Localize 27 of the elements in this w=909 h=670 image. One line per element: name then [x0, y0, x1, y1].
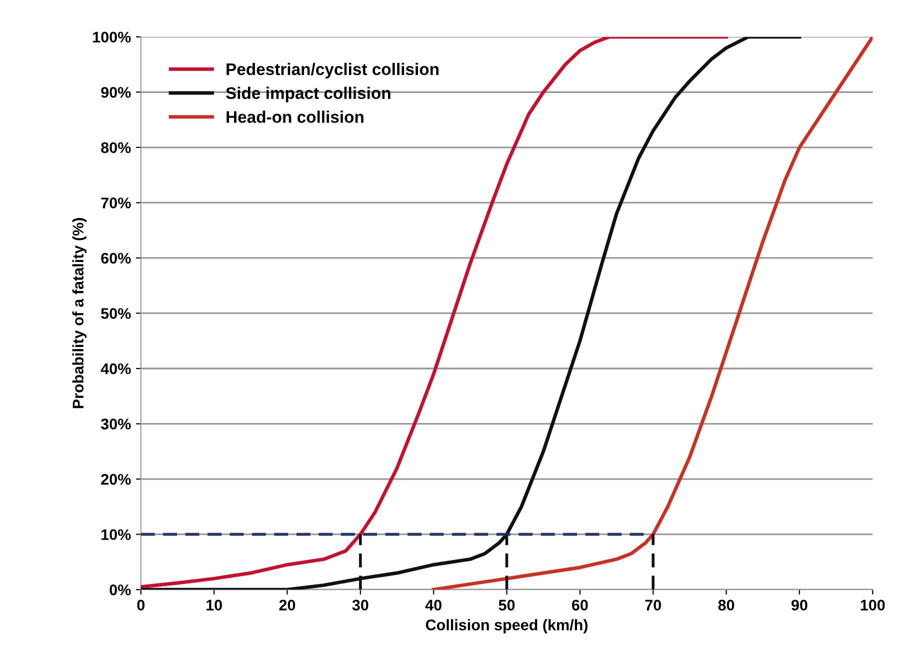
y-tick-label: 70%	[101, 198, 131, 208]
y-axis-title: Probability of a fatality (%)	[72, 218, 87, 408]
x-tick-label: 30	[352, 600, 368, 611]
y-tick-label: 100%	[93, 32, 131, 43]
x-tick-label: 0	[137, 600, 145, 611]
x-tick-label: 10	[206, 600, 222, 611]
y-tick-label: 80%	[101, 142, 131, 154]
x-tick-label: 100	[860, 600, 885, 611]
x-tick-label: 50	[498, 600, 515, 611]
legend-label: Pedestrian/cyclist collision	[226, 62, 438, 78]
y-tick-label: 40%	[100, 363, 131, 374]
y-tick-label: 0%	[110, 584, 131, 596]
x-tick-label: 80	[718, 600, 734, 611]
x-tick-label: 40	[425, 600, 442, 611]
y-tick-label: 90%	[101, 86, 131, 98]
x-tick-label: 90	[792, 600, 808, 611]
x-tick-label: 60	[572, 600, 588, 611]
legend-label: Side impact collision	[226, 86, 390, 102]
x-tick-label: 20	[279, 600, 296, 611]
x-tick-label: 70	[645, 600, 661, 611]
y-tick-label: 60%	[101, 252, 131, 264]
legend-label: Head-on collision	[226, 110, 364, 123]
y-tick-label: 20%	[101, 474, 131, 485]
y-tick-label: 30%	[100, 418, 131, 430]
y-tick-label: 50%	[101, 308, 131, 319]
y-tick-label: 10%	[102, 529, 131, 540]
x-axis-title: Collision speed (km/h)	[426, 619, 588, 634]
